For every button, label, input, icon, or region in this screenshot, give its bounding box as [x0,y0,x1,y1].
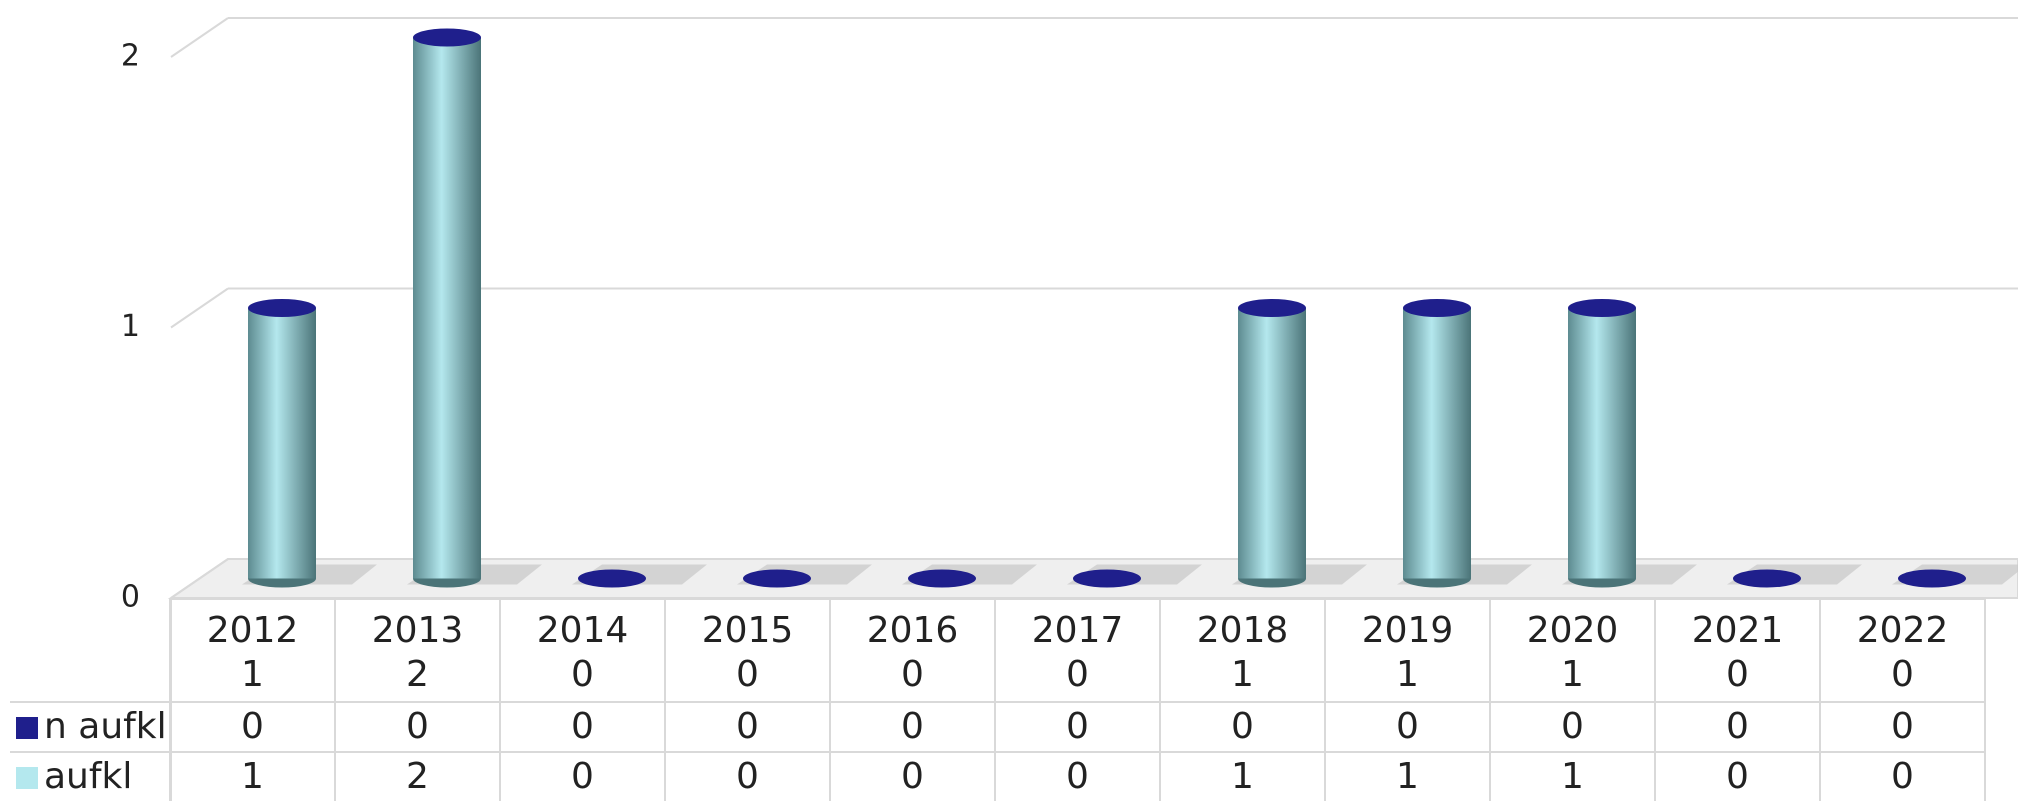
legend-label: aufkl [44,756,133,797]
x-tick-label: 2012 1 [169,598,336,703]
table-cell: 0 [334,701,501,753]
x-tick-label: 2013 2 [334,598,501,703]
data-table: 2012 1 2013 2 2014 0 2015 0 2016 0 2017 0 2018… [10,598,1986,801]
x-tick-label: 2018 1 [1159,598,1326,703]
table-cell: 0 [1819,701,1986,753]
bar-top [1568,299,1636,317]
table-row: aufkl 1 2 0 0 0 0 1 1 1 0 0 [10,751,1986,801]
bar [1238,308,1306,579]
table-cell: 0 [994,751,1161,801]
table-cell: 1 [169,751,336,801]
grid-line-side [170,17,229,58]
bar-top [1073,569,1141,588]
legend-label: n aufkl [44,706,167,747]
grid-line-side [170,558,229,599]
table-cell: 1 [1324,751,1491,801]
x-tick-label: 2020 1 [1489,598,1656,703]
bar-top [248,299,316,317]
x-tick-label: 2015 0 [664,598,831,703]
bar-top [1733,569,1801,588]
bar [1403,308,1471,579]
table-cell: 0 [499,751,666,801]
table-cell: 0 [994,701,1161,753]
y-tick-label: 2 [121,39,140,74]
table-cell: 0 [1654,751,1821,801]
bar [413,37,481,579]
bar-top [413,28,481,47]
table-cell: 0 [664,701,831,753]
bar [1568,308,1636,579]
legend-entry: aufkl [10,751,171,801]
table-cell: 0 [1159,701,1326,753]
table-cell: 0 [1819,751,1986,801]
table-cell: 0 [1324,701,1491,753]
bar-top [1403,299,1471,317]
x-tick-label: 2022 0 [1819,598,1986,703]
grid-line-side [170,287,229,329]
table-cell: 0 [829,701,996,753]
bar-top [1898,569,1966,588]
table-cell: 0 [1489,701,1656,753]
y-tick-label: 1 [121,309,140,344]
legend-swatch [16,717,38,739]
legend-entry: n aufkl [10,701,171,753]
bar [248,308,316,579]
x-tick-label: 2017 0 [994,598,1161,703]
x-tick-label: 2016 0 [829,598,996,703]
table-cell: 1 [1489,751,1656,801]
table-header-row: 2012 1 2013 2 2014 0 2015 0 2016 0 2017 0 2018… [10,598,1986,703]
table-cell: 0 [1654,701,1821,753]
table-cell: 0 [664,751,831,801]
bar-top [908,569,976,588]
table-corner [10,599,170,702]
legend-swatch [16,767,38,789]
table-cell: 0 [829,751,996,801]
table-row: n aufkl 0 0 0 0 0 0 0 0 0 0 0 [10,701,1986,753]
bar-top [578,569,646,588]
x-tick-label: 2019 1 [1324,598,1491,703]
x-tick-label: 2021 0 [1654,598,1821,703]
table-cell: 2 [334,751,501,801]
y-tick-label: 0 [121,580,140,615]
table-cell: 1 [1159,751,1326,801]
bar-top [743,569,811,588]
table-cell: 0 [499,701,666,753]
x-tick-label: 2014 0 [499,598,666,703]
table-cell: 0 [169,701,336,753]
bar-top [1238,299,1306,317]
